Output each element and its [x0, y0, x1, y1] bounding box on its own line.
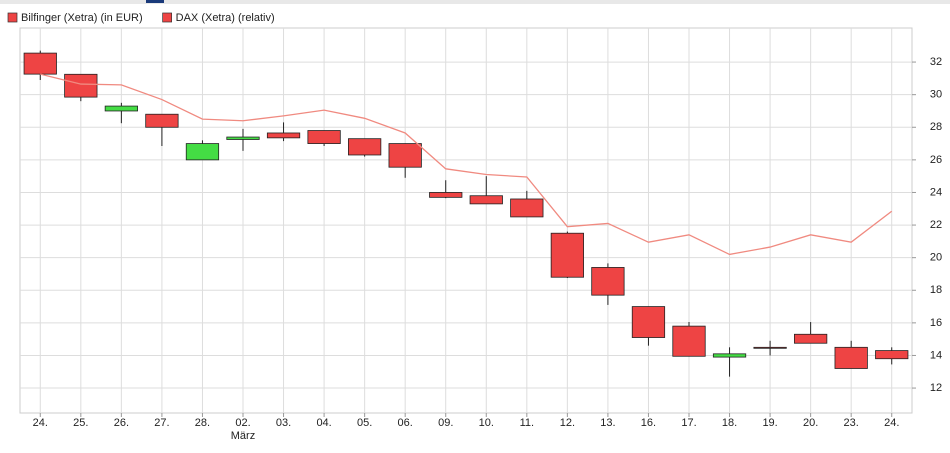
- candle-body: [753, 346, 787, 349]
- y-tick-label: 14: [930, 349, 942, 361]
- x-tick-label: 13.: [600, 417, 615, 429]
- x-tick-label: 09.: [438, 417, 453, 429]
- x-tick-label: 03.: [276, 417, 291, 429]
- month-label: März: [231, 430, 255, 442]
- x-tick-label: 23.: [844, 417, 859, 429]
- x-tick-label: 06.: [398, 417, 413, 429]
- x-tick-label: 10.: [479, 417, 494, 429]
- legend-label: DAX (Xetra) (relativ): [176, 12, 275, 24]
- candle-body: [672, 325, 706, 357]
- x-tick-label: 25.: [73, 417, 88, 429]
- y-tick-label: 26: [930, 154, 942, 166]
- x-tick-label: 05.: [357, 417, 372, 429]
- top-bar: [0, 0, 950, 4]
- x-tick-label: 19.: [762, 417, 777, 429]
- y-tick-label: 30: [930, 89, 942, 101]
- x-tick-label: 20.: [803, 417, 818, 429]
- y-tick-label: 18: [930, 284, 942, 296]
- candle-body: [348, 138, 382, 156]
- candle-body: [226, 136, 260, 140]
- candle-body: [550, 232, 584, 278]
- x-tick-label: 02.: [235, 417, 250, 429]
- plot-area: [19, 27, 913, 414]
- candle-body: [185, 143, 220, 161]
- x-tick-label: 11.: [520, 417, 534, 429]
- candle-body: [23, 52, 57, 75]
- y-tick-label: 32: [930, 56, 942, 68]
- y-tick-label: 16: [930, 317, 942, 329]
- top-bar-marker: [146, 0, 164, 3]
- x-tick-label: 26.: [114, 417, 129, 429]
- x-tick-label: 17.: [681, 417, 696, 429]
- x-tick-label: 16.: [641, 417, 656, 429]
- y-tick-label: 24: [930, 186, 942, 198]
- candle-body: [145, 113, 179, 128]
- y-tick-label: 28: [930, 121, 942, 133]
- legend-swatch: [162, 12, 172, 23]
- y-tick-label: 22: [930, 219, 942, 231]
- x-tick-label: 24.: [884, 417, 899, 429]
- candle-body: [875, 350, 909, 360]
- x-tick-label: 24.: [33, 417, 48, 429]
- candle-body: [510, 198, 544, 218]
- candle-body: [388, 143, 422, 168]
- candle-body: [64, 73, 98, 98]
- y-tick-label: 12: [930, 382, 942, 394]
- x-tick-label: 12.: [560, 417, 575, 429]
- candle-body: [834, 346, 868, 369]
- x-tick-label: 04.: [316, 417, 331, 429]
- candle-body: [266, 132, 301, 139]
- candle-body: [591, 267, 625, 296]
- y-tick-label: 20: [930, 252, 942, 264]
- candle-body: [104, 105, 138, 112]
- line: [40, 73, 893, 256]
- candle-body: [631, 306, 666, 338]
- legend-swatch: [7, 12, 18, 23]
- legend-label: Bilfinger (Xetra) (in EUR): [21, 12, 143, 24]
- candle-body: [794, 333, 828, 344]
- x-tick-label: 28.: [195, 417, 210, 429]
- candle-body: [307, 130, 341, 144]
- candle-body: [469, 195, 503, 205]
- candle-body: [429, 192, 463, 198]
- x-tick-label: 18.: [722, 417, 737, 429]
- candle-body: [712, 353, 747, 358]
- x-tick-label: 27.: [154, 417, 169, 429]
